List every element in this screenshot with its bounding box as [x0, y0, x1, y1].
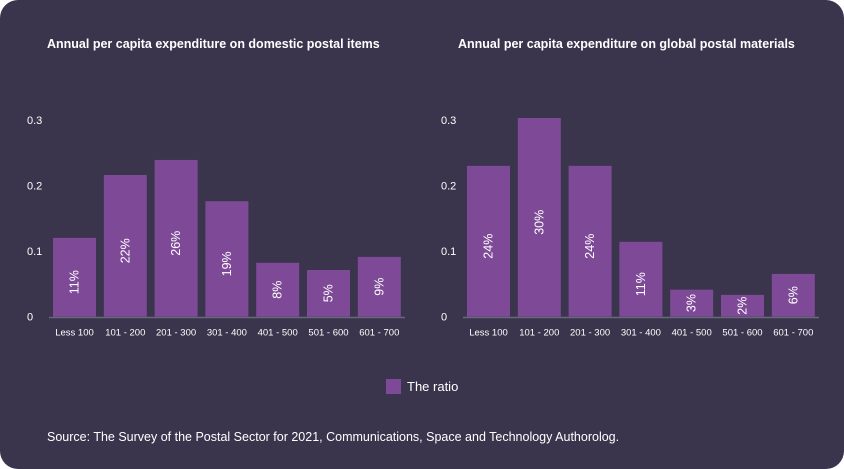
y-tick-label: 0.3: [27, 115, 42, 127]
source-note: Source: The Survey of the Postal Sector …: [47, 430, 620, 444]
y-tick-label: 0.3: [441, 115, 456, 127]
x-tick-label: 301 - 400: [621, 328, 661, 339]
bar: [517, 118, 561, 317]
x-tick-label: 101 - 200: [105, 328, 145, 339]
x-tick-label: Less 100: [469, 328, 508, 339]
bar-data-label: 26%: [169, 231, 183, 256]
y-tick-label: 0.1: [441, 246, 456, 258]
x-tick-label: 101 - 200: [519, 328, 559, 339]
bar: [619, 241, 663, 317]
x-tick-label: 201 - 300: [156, 328, 196, 339]
bar-data-label: 3%: [685, 294, 699, 312]
bar-data-label: 8%: [271, 281, 285, 299]
bar-data-label: 11%: [68, 270, 82, 294]
bar: [670, 289, 714, 317]
bar: [103, 175, 147, 317]
x-tick-label: 201 - 300: [570, 328, 610, 339]
legend-swatch: [386, 379, 401, 394]
bar-data-label: 19%: [220, 251, 234, 276]
x-tick-label: 601 - 700: [359, 328, 399, 339]
legend-label: The ratio: [407, 379, 459, 394]
bar: [307, 269, 350, 317]
bar: [205, 201, 249, 317]
x-tick-label: 601 - 700: [773, 328, 813, 339]
bar-data-label: 6%: [786, 286, 800, 304]
bar: [256, 262, 300, 317]
x-tick-label: 301 - 400: [207, 328, 247, 339]
bar-data-label: 30%: [532, 210, 546, 235]
bar: [467, 165, 510, 317]
y-tick-label: 0: [441, 312, 447, 324]
bar-data-label: 11%: [634, 272, 648, 296]
x-tick-label: 401 - 500: [258, 328, 298, 339]
bar: [53, 237, 96, 317]
bar-data-label: 22%: [118, 238, 132, 263]
y-tick-label: 0.2: [441, 181, 456, 193]
x-tick-label: Less 100: [55, 328, 94, 339]
x-tick-label: 501 - 600: [308, 328, 348, 339]
bar-data-label: 9%: [372, 278, 386, 296]
bar-data-label: 24%: [583, 234, 597, 259]
y-tick-label: 0.1: [27, 246, 42, 258]
legend: The ratio: [386, 379, 458, 394]
y-tick-label: 0: [27, 312, 33, 324]
bar: [721, 294, 764, 317]
bar-data-label: 2%: [736, 297, 750, 315]
x-tick-label: 401 - 500: [672, 328, 712, 339]
bar-data-label: 5%: [322, 284, 336, 302]
chart-title-domestic: Annual per capita expenditure on domesti…: [47, 37, 380, 51]
bar: [771, 273, 815, 317]
chart-title-global: Annual per capita expenditure on global …: [458, 37, 795, 51]
bar: [568, 165, 612, 317]
bar: [357, 256, 401, 317]
bar-data-label: 24%: [482, 234, 496, 259]
bar: [154, 159, 198, 317]
y-tick-label: 0.2: [27, 181, 42, 193]
x-tick-label: 501 - 600: [722, 328, 762, 339]
